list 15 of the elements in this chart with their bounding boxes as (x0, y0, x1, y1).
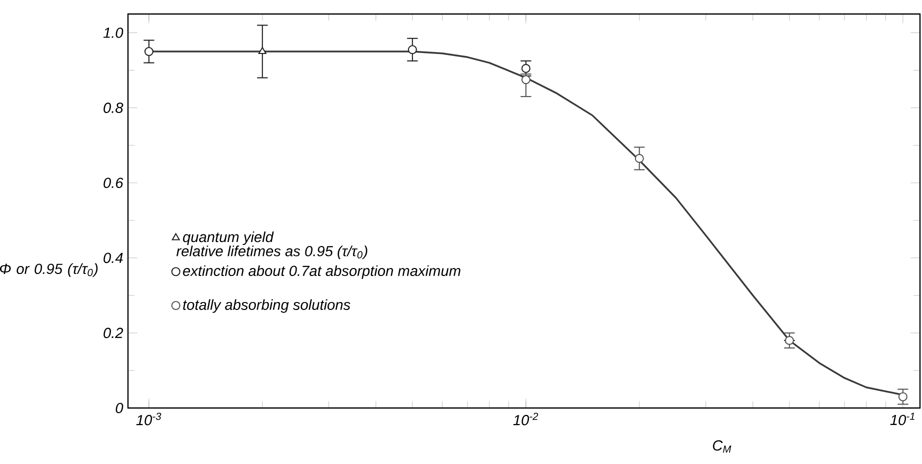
x-tick-label: 10$^{-1}$ (890, 412, 914, 426)
legend-label: extinction about 0.7at absorption maximum (182, 265, 460, 279)
y-tick-label: 1.0 (103, 28, 124, 38)
legend-label: totally absorbing solutions (183, 299, 350, 313)
x-tick-label: 10$^{-3}$ (136, 412, 162, 426)
y-tick-label: 0.6 (104, 178, 124, 188)
x-axis-title: C$_{M}$ (712, 440, 732, 453)
x-tick-label: 10$^{-2}$ (513, 412, 538, 426)
annotation: relative lifetimes as 0.95 (τ/τ$_{0}$) (176, 246, 368, 260)
y-tick-label: 0 (116, 402, 124, 414)
y-tick-label: 0.4 (104, 252, 123, 264)
y-tick-label: 0.2 (104, 328, 124, 338)
y-axis-title: Φ or 0.95 (τ/τ$_{0}$) (0, 263, 98, 277)
legend-label: quantum yield (182, 231, 274, 246)
y-tick-label: 0.8 (104, 102, 124, 113)
